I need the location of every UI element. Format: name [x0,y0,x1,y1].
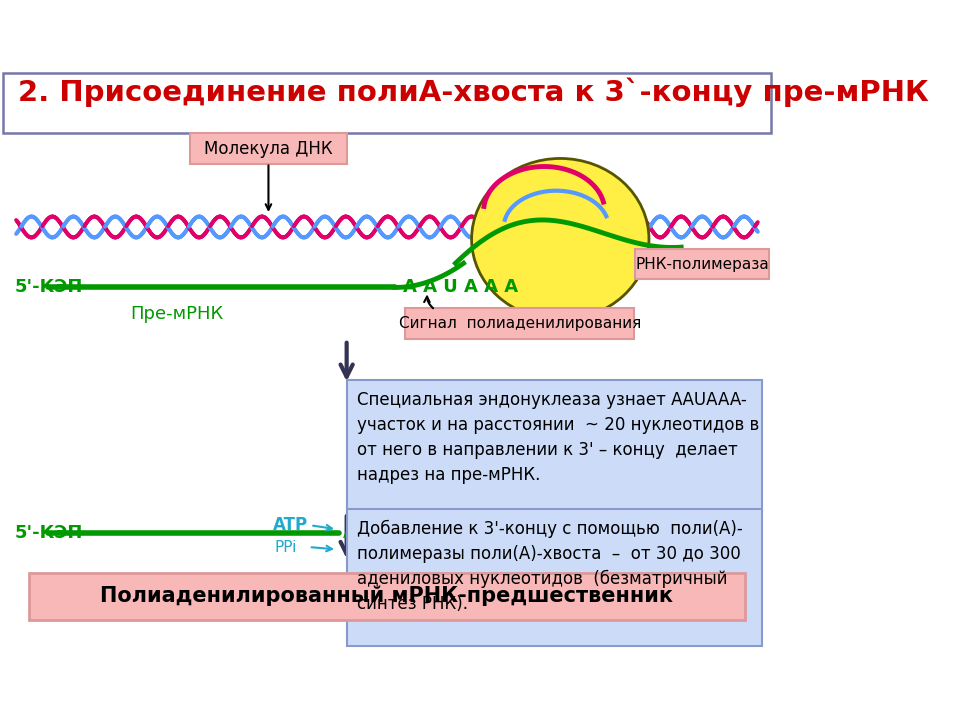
Text: — OH 3': — OH 3' [645,524,724,542]
FancyBboxPatch shape [405,308,635,339]
Text: ATP: ATP [273,516,308,534]
Text: Сигнал  полиаденилирования: Сигнал полиаденилирования [398,316,641,331]
FancyBboxPatch shape [29,573,745,620]
Text: Полиаденилированный мРНК-предшественник: Полиаденилированный мРНК-предшественник [101,586,674,606]
Text: A A A A A(A)n: A A A A A(A)n [478,524,615,542]
FancyBboxPatch shape [190,133,347,164]
Text: Специальная эндонуклеаза узнает АAUAAA-
участок и на расстоянии  ~ 20 нуклеотидо: Специальная эндонуклеаза узнает АAUAAA- … [357,391,759,484]
Text: PPi: PPi [275,539,298,554]
Text: Пре-мРНК: Пре-мРНК [131,305,224,323]
FancyBboxPatch shape [347,509,762,646]
Text: 5'-КЭП: 5'-КЭП [14,279,83,297]
FancyBboxPatch shape [3,73,771,132]
Text: РНК-полимераза: РНК-полимераза [636,256,769,271]
Text: Добавление к 3'-концу с помощью  поли(А)-
полимеразы поли(А)-хвоста  –  от 30 до: Добавление к 3'-концу с помощью поли(А)-… [357,520,743,613]
Ellipse shape [471,158,649,320]
Text: A A U A A A: A A U A A A [343,524,458,542]
Text: A A U A A A: A A U A A A [403,279,518,297]
FancyBboxPatch shape [636,248,769,279]
Text: Молекула ДНК: Молекула ДНК [204,140,333,158]
Text: 5'-КЭП: 5'-КЭП [14,524,83,542]
FancyBboxPatch shape [347,380,762,513]
Text: 2. Присоединение полиА-хвоста к 3`-концу пре-мРНК: 2. Присоединение полиА-хвоста к 3`-концу… [17,78,928,107]
